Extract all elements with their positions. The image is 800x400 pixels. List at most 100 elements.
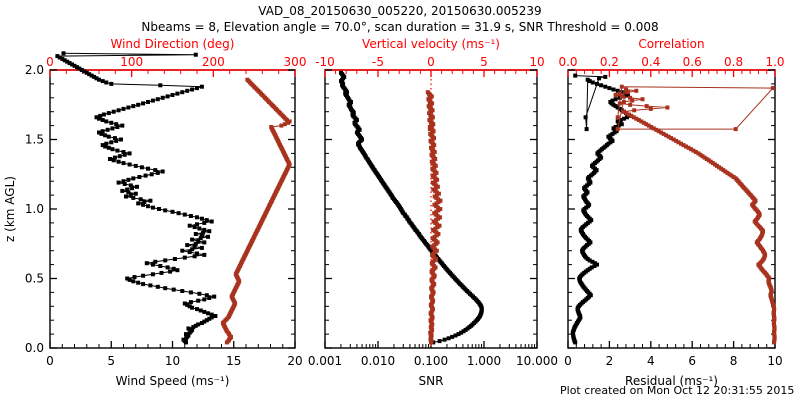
data-point (185, 88, 190, 93)
data-point (124, 194, 128, 199)
data-point (659, 130, 664, 135)
data-point (599, 83, 604, 88)
data-point (136, 201, 141, 206)
data-point (131, 279, 136, 284)
data-point (199, 216, 204, 221)
data-point (57, 55, 62, 60)
data-point (146, 166, 150, 171)
data-point (104, 141, 109, 146)
data-point (148, 283, 153, 288)
data-point (180, 289, 185, 293)
data-point (434, 193, 439, 198)
data-point (611, 87, 616, 92)
x-top-tick-label: 200 (202, 55, 225, 69)
data-point (731, 175, 736, 179)
data-point (615, 88, 620, 93)
data-point (430, 180, 435, 185)
x-axis-label: Residual (ms⁻¹) (625, 374, 718, 388)
data-point (590, 80, 595, 85)
data-point (442, 337, 447, 342)
data-point (686, 145, 691, 150)
data-point (617, 101, 622, 106)
data-point (163, 258, 168, 263)
data-point (60, 56, 65, 61)
data-point (122, 182, 127, 186)
data-point (114, 138, 119, 143)
data-point (141, 202, 146, 207)
data-point (182, 212, 187, 217)
data-point (621, 100, 626, 104)
data-point (121, 150, 126, 154)
data-point (195, 307, 199, 312)
data-point (111, 158, 116, 163)
data-point (625, 115, 629, 120)
data-point (186, 326, 191, 331)
data-point (120, 188, 125, 193)
data-point (127, 162, 132, 167)
data-point (429, 127, 434, 132)
data-point (146, 100, 150, 104)
data-point (437, 339, 442, 344)
data-point (592, 261, 597, 266)
data-point (143, 173, 148, 178)
data-point (202, 227, 207, 232)
plot-created-text: Plot created on Mon Oct 12 20:31:55 2015 (560, 384, 795, 397)
data-point (141, 282, 146, 287)
data-point (158, 83, 163, 88)
data-point (617, 91, 622, 96)
data-point (136, 102, 141, 107)
data-point (427, 125, 432, 129)
y-axis-label: z (km AGL) (3, 176, 17, 242)
data-point (127, 277, 132, 282)
data-point (195, 215, 199, 220)
data-point (628, 95, 633, 100)
data-point (209, 219, 214, 224)
data-point (434, 218, 439, 223)
data-point (115, 148, 120, 153)
data-point (432, 202, 437, 207)
data-point (644, 122, 649, 127)
x-tick-label: 2 (606, 354, 614, 368)
data-point (619, 94, 624, 99)
data-point (640, 97, 645, 102)
data-point (704, 157, 709, 161)
data-point (122, 152, 127, 157)
data-point (202, 319, 207, 324)
x-top-tick-label: -5 (372, 55, 384, 69)
data-point (155, 284, 160, 289)
data-point (626, 90, 630, 95)
data-point (190, 237, 195, 242)
data-point (106, 134, 111, 139)
page-title: VAD_08_20150630_005220, 20150630.005239 (258, 4, 542, 18)
data-point (279, 123, 284, 128)
data-point (611, 126, 616, 131)
data-point (438, 215, 442, 220)
data-point (202, 252, 207, 257)
x-top-tick-label: 100 (120, 55, 143, 69)
data-point (618, 118, 623, 122)
data-point (207, 296, 212, 300)
data-point (770, 86, 775, 91)
data-point (112, 155, 117, 160)
data-point (426, 97, 431, 102)
data-point (626, 112, 631, 117)
data-point (617, 120, 622, 125)
x-axis-label: Wind Speed (ms⁻¹) (116, 374, 230, 388)
data-point (425, 90, 430, 95)
data-point (75, 65, 79, 70)
data-point (150, 205, 155, 210)
data-point (127, 151, 132, 156)
series-vertical-velocity (425, 90, 443, 345)
data-point (209, 315, 214, 320)
data-point (110, 147, 115, 152)
data-point (453, 333, 458, 338)
data-point (644, 104, 649, 109)
data-point (157, 207, 161, 211)
data-point (109, 81, 114, 86)
data-point (590, 259, 595, 264)
data-point (111, 109, 116, 114)
data-point (137, 175, 142, 179)
data-point (195, 86, 199, 91)
data-point (661, 131, 666, 136)
